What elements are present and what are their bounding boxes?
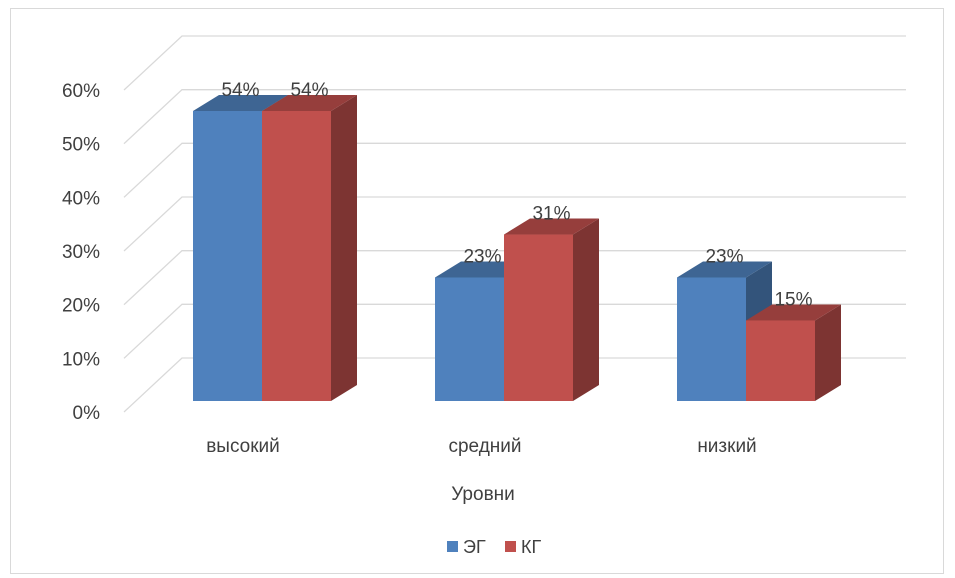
gridlines [123,35,906,413]
y-axis-ticks: 0% 10% 20% 30% 40% 50% 60% [62,81,100,424]
data-label: 23% [705,246,743,267]
data-label: 54% [290,80,328,101]
y-tick-label: 20% [62,296,100,317]
category-labels: высокий средний низкий [206,436,756,457]
y-tick-label: 60% [62,81,100,102]
bar-КГ-1 [504,218,599,401]
data-label: 54% [221,80,259,101]
gridline [123,250,906,306]
y-tick-label: 50% [62,135,100,156]
y-tick-label: 30% [62,242,100,263]
legend-label: ЭГ [463,537,486,557]
y-tick-label: 0% [73,403,101,424]
data-labels: 54% 54% 23% 31% 23% 15% [221,80,812,310]
gridline [123,196,906,252]
gridline [123,142,906,198]
legend: ЭГ КГ [447,537,541,557]
x-axis-title: Уровни [451,484,515,505]
gridline [123,357,906,413]
gridline [123,35,906,91]
data-label: 31% [532,204,570,225]
data-label: 23% [463,246,501,267]
category-label: высокий [206,436,280,457]
bars [193,95,841,401]
legend-label: КГ [521,537,541,557]
legend-swatch [447,541,458,552]
bar-КГ-2 [746,304,841,401]
gridline [123,89,906,145]
y-tick-label: 10% [62,349,100,370]
gridline [123,303,906,359]
category-label: низкий [697,436,756,457]
legend-swatch [505,541,516,552]
category-label: средний [448,436,521,457]
data-label: 15% [774,289,812,310]
y-tick-label: 40% [62,188,100,209]
bar-КГ-0 [262,95,357,401]
